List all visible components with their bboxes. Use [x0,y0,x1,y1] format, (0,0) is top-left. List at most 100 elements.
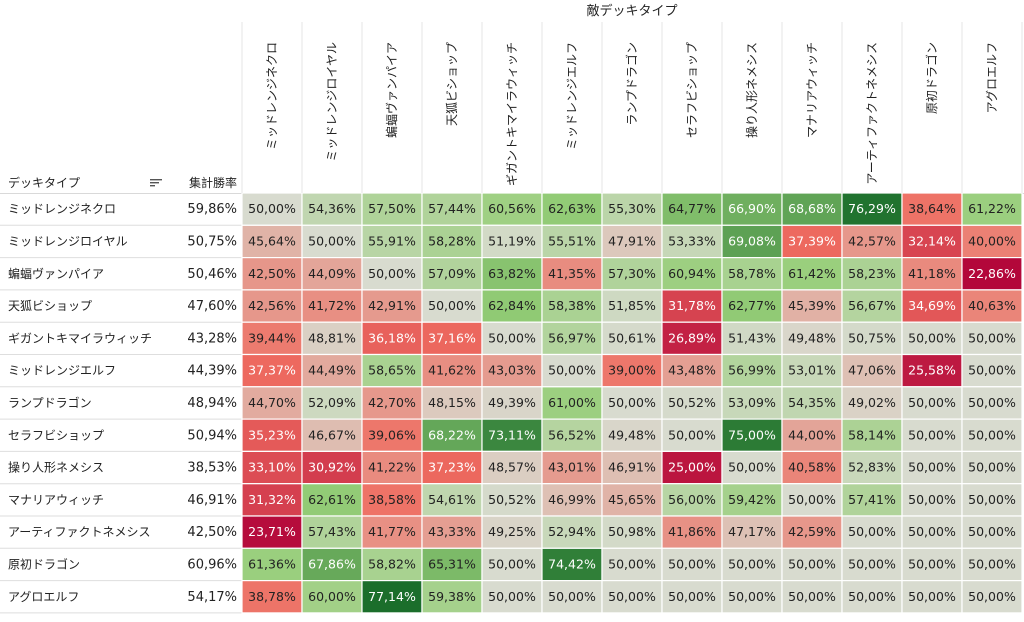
heatmap-cell [301,450,363,485]
cell-value: 50,00% [908,589,956,604]
heatmap-cell [721,418,783,453]
cell-value: 50,00% [848,556,896,571]
heatmap-cell [661,224,723,259]
cell-value: 31,32% [248,492,296,507]
cell-value: 50,00% [548,589,596,604]
column-header-12: アグロエルフ [985,42,999,113]
cell-value: 36,18% [368,330,416,345]
row-label-10: アーティファクトネメシス [8,525,151,539]
heatmap-cell [541,386,603,420]
heatmap-cell [841,418,903,453]
cell-value: 50,00% [488,589,536,604]
cell-value: 53,01% [788,363,836,378]
cell-value: 47,17% [728,524,776,539]
cell-value: 50,00% [608,589,656,604]
cell-value: 50,00% [968,524,1016,539]
cell-value: 50,00% [788,556,836,571]
cell-value: 57,09% [428,266,476,281]
cell-value: 62,61% [308,492,356,507]
cell-value: 48,81% [308,330,356,345]
cell-value: 50,00% [548,363,596,378]
heatmap-cell [481,289,543,323]
heatmap-cell [661,192,723,226]
cell-value: 50,00% [908,427,956,442]
column-header-9: マナリアウィッチ [805,42,819,138]
heatmap-cell [301,224,363,259]
heatmap-cell [961,579,1023,614]
cell-value: 40,00% [968,233,1016,248]
heatmap-cell [961,321,1023,356]
cell-value: 42,50% [248,266,296,281]
cell-value: 60,56% [488,201,536,216]
heatmap-cell [721,224,783,259]
cell-value: 46,67% [308,427,356,442]
cell-value: 50,00% [728,460,776,475]
cell-value: 50,00% [968,427,1016,442]
cell-value: 23,71% [248,524,296,539]
heatmap-cell [601,579,663,614]
cell-value: 60,00% [308,589,356,604]
heatmap-cell [661,289,723,323]
heatmap-cell [841,257,903,291]
cell-value: 33,10% [248,460,296,475]
row-label-3: 天狐ビショップ [8,299,92,313]
cell-value: 26,89% [668,330,716,345]
cell-value: 62,63% [548,201,596,216]
cell-value: 50,00% [968,556,1016,571]
cell-value: 50,61% [608,330,656,345]
row-label-8: 操り人形ネメシス [8,460,104,475]
heatmap-cell [541,450,603,485]
heatmap-cell [241,224,303,259]
row-label-1: ミッドレンジロイヤル [8,234,128,248]
cell-value: 50,00% [968,460,1016,475]
cell-value: 58,23% [848,266,896,281]
cell-value: 50,00% [908,460,956,475]
heatmap-cell [481,353,543,388]
heatmap-cell [601,192,663,226]
cell-value: 40,63% [968,298,1016,313]
cell-value: 50,00% [668,589,716,604]
cell-value: 55,91% [368,233,416,248]
heatmap-cell [841,386,903,420]
row-total-0: 59,86% [187,202,237,217]
heatmap-cell [661,418,723,453]
row-total-12: 54,17% [187,590,237,605]
heatmap-cell [961,257,1023,291]
cell-value: 50,00% [488,556,536,571]
cell-value: 25,00% [668,460,716,475]
cell-value: 45,64% [248,233,296,248]
heatmap-cell [541,192,603,226]
cell-value: 43,03% [488,363,536,378]
cell-value: 52,83% [848,460,896,475]
cell-value: 42,70% [368,395,416,410]
cell-value: 43,01% [548,460,596,475]
heatmap-cell [241,386,303,420]
cell-value: 41,77% [368,524,416,539]
column-header-6: ランプドラゴン [624,42,639,126]
heatmap-cell [541,224,603,259]
cell-value: 50,00% [908,330,956,345]
heatmap-cell [601,515,663,549]
cell-value: 39,44% [248,330,296,345]
column-header-7: セラフビショップ [685,42,699,138]
row-label-4: ギガントキマイラウィッチ [8,331,152,345]
heatmap-cell [901,483,963,517]
cell-value: 54,61% [428,492,476,507]
cell-value: 50,00% [968,363,1016,378]
cell-value: 75,00% [728,427,776,442]
heatmap-cell [721,192,783,226]
cell-value: 50,00% [788,589,836,604]
row-label-5: ミッドレンジエルフ [8,364,116,378]
cell-value: 53,09% [728,395,776,410]
row-label-0: ミッドレンジネクロ [8,202,116,216]
heatmap-cell [541,515,603,549]
cell-value: 41,35% [548,266,596,281]
cell-value: 63,82% [488,266,536,281]
heatmap-cell [481,515,543,549]
column-header-11: 原初ドラゴン [924,42,939,114]
cell-value: 61,22% [968,201,1016,216]
row-total-11: 60,96% [187,557,237,572]
column-header-1: ミッドレンジロイヤル [325,42,339,162]
cell-value: 74,42% [548,556,596,571]
heatmap-cell [361,321,423,356]
